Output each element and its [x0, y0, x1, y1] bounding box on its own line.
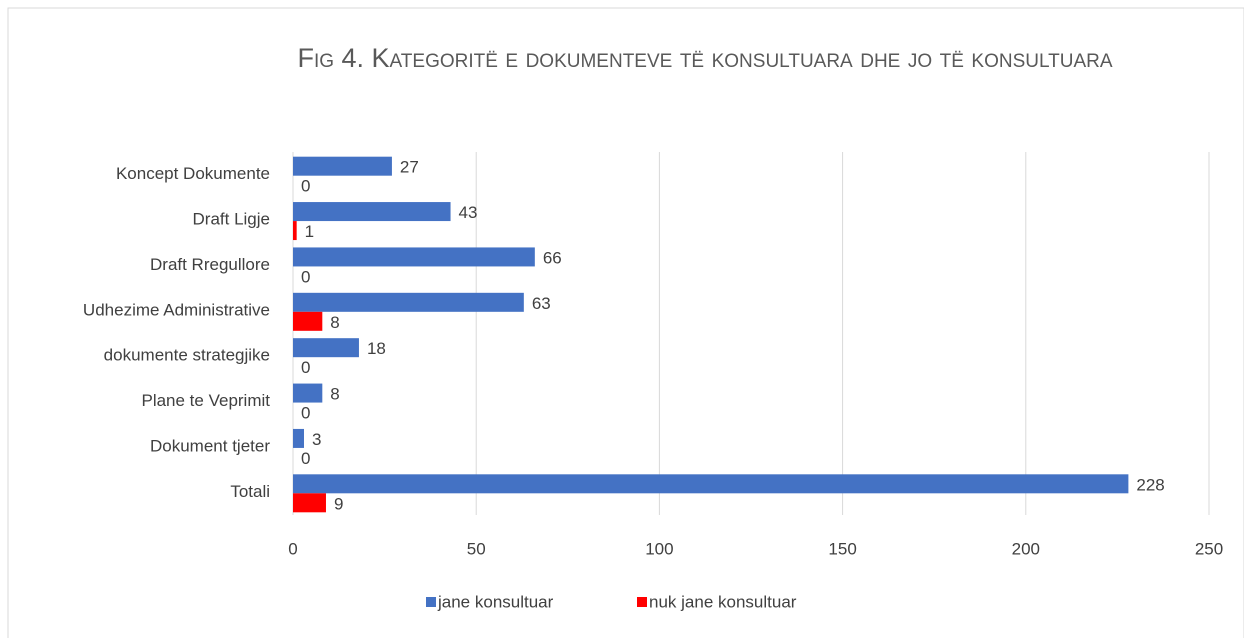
chart-title: Fig 4. Kategoritë e dokumenteve të konsu… [297, 43, 1113, 73]
legend-label: jane konsultuar [437, 592, 554, 611]
y-tick-label: Koncept Dokumente [116, 164, 270, 183]
x-tick-label: 50 [467, 539, 486, 558]
data-label: 18 [367, 339, 386, 358]
bar [293, 383, 323, 403]
data-label: 228 [1136, 475, 1164, 494]
data-label: 8 [330, 313, 339, 332]
y-tick-label: Draft Ligje [193, 210, 270, 229]
bar [293, 474, 1129, 494]
data-label: 43 [459, 203, 478, 222]
legend-label: nuk jane konsultuar [649, 592, 797, 611]
legend-swatch [426, 597, 436, 607]
chart-border [7, 7, 1244, 638]
x-tick-label: 0 [288, 539, 297, 558]
data-label: 0 [301, 267, 310, 286]
legend-swatch [637, 597, 647, 607]
data-label: 9 [334, 494, 343, 513]
data-label: 3 [312, 430, 321, 449]
y-tick-label: Draft Rregullore [150, 255, 270, 274]
bar [293, 338, 359, 358]
y-tick-label: dokumente strategjike [104, 346, 270, 365]
x-tick-label: 150 [828, 539, 856, 558]
x-tick-label: 250 [1195, 539, 1223, 558]
bar [293, 493, 326, 513]
x-tick-label: 100 [645, 539, 673, 558]
bar [293, 292, 524, 312]
data-label: 0 [301, 358, 310, 377]
bar [293, 156, 392, 176]
y-tick-label: Totali [230, 482, 270, 501]
data-label: 27 [400, 158, 419, 177]
x-tick-label: 200 [1012, 539, 1040, 558]
bar [293, 311, 323, 331]
data-label: 66 [543, 248, 562, 267]
bar [293, 247, 535, 267]
data-label: 0 [301, 404, 310, 423]
data-label: 8 [330, 385, 339, 404]
data-label: 0 [301, 177, 310, 196]
data-label: 63 [532, 294, 551, 313]
bar [293, 202, 451, 222]
y-tick-label: Udhezime Administrative [83, 300, 270, 319]
y-tick-label: Plane te Veprimit [141, 391, 270, 410]
bar [293, 221, 297, 241]
data-label: 0 [301, 449, 310, 468]
y-tick-label: Dokument tjeter [150, 436, 270, 455]
data-label: 1 [305, 222, 314, 241]
bar [293, 428, 304, 448]
